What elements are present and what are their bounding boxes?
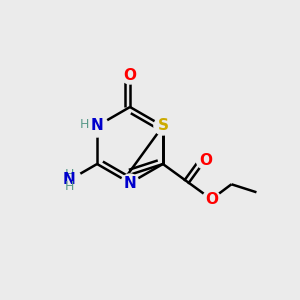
Text: N: N — [63, 172, 76, 188]
Text: O: O — [124, 68, 136, 82]
Circle shape — [57, 168, 81, 192]
Text: H: H — [65, 179, 74, 193]
Text: H: H — [65, 169, 74, 182]
Circle shape — [121, 174, 139, 192]
Circle shape — [86, 115, 108, 137]
Circle shape — [121, 66, 139, 84]
Text: O: O — [205, 192, 218, 207]
Circle shape — [202, 190, 220, 208]
Text: N: N — [91, 118, 103, 134]
Circle shape — [154, 117, 172, 135]
Text: S: S — [158, 118, 168, 134]
Circle shape — [196, 151, 214, 169]
Text: O: O — [199, 153, 212, 168]
Text: H: H — [80, 118, 89, 130]
Text: N: N — [124, 176, 136, 190]
